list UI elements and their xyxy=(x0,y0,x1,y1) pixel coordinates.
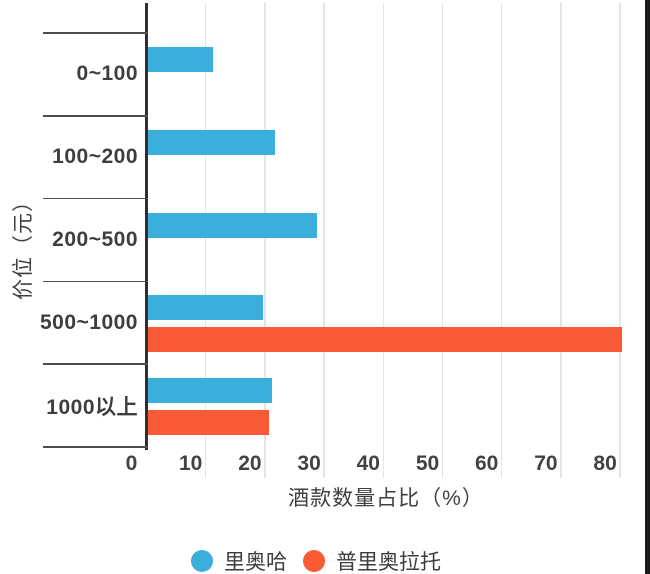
bar-普里奥拉托-1000以上 xyxy=(148,410,270,436)
x-tick-label-50: 50 xyxy=(415,452,440,475)
category-separator xyxy=(43,280,148,283)
x-tick-label-40: 40 xyxy=(356,452,380,475)
legend: 里奥哈 普里奥拉托 xyxy=(0,546,641,574)
category-separator xyxy=(43,115,148,117)
category-label: 100~200 xyxy=(52,145,138,169)
gridline-80 xyxy=(619,3,621,478)
category-label: 0~100 xyxy=(76,62,138,86)
gridline-40 xyxy=(382,3,385,478)
bar-里奥哈-1000以上 xyxy=(148,378,273,404)
bar-里奥哈-100~200 xyxy=(148,129,276,155)
x-tick-label-30: 30 xyxy=(297,452,321,475)
legend-item-普里奥拉托: 普里奥拉托 xyxy=(303,546,441,574)
x-tick-label-80: 80 xyxy=(593,452,617,475)
category-separator xyxy=(43,446,148,448)
gridline-30 xyxy=(323,3,325,478)
legend-label: 里奥哈 xyxy=(224,551,287,574)
category-separator xyxy=(43,32,148,34)
bar-里奥哈-200~500 xyxy=(148,212,317,238)
y-axis-line xyxy=(144,3,148,450)
gridline-10 xyxy=(204,3,207,478)
legend-label: 普里奥拉托 xyxy=(336,551,441,574)
legend-item-里奥哈: 里奥哈 xyxy=(191,546,287,574)
y-axis-title: 价位（元） xyxy=(12,190,35,300)
category-label: 200~500 xyxy=(52,227,138,251)
bar-里奥哈-0~100 xyxy=(148,47,214,72)
category-separator xyxy=(43,197,148,200)
gridline-70 xyxy=(560,3,562,478)
x-tick-label-10: 10 xyxy=(179,452,203,475)
category-label: 500~1000 xyxy=(39,310,138,334)
bar-里奥哈-500~1000 xyxy=(148,295,264,321)
gridline-60 xyxy=(500,3,503,478)
bar-普里奥拉托-500~1000 xyxy=(148,327,622,353)
x-tick-label-0: 0 xyxy=(125,452,138,475)
x-axis-title: 酒款数量占比（%） xyxy=(288,487,484,510)
frame-right-border xyxy=(645,0,650,574)
category-separator xyxy=(43,363,148,365)
x-tick-label-60: 60 xyxy=(475,452,499,475)
x-tick-label-70: 70 xyxy=(534,452,558,475)
x-tick-label-20: 20 xyxy=(238,452,262,475)
gridline-50 xyxy=(441,3,444,478)
category-label: 1000以上 xyxy=(46,395,138,419)
gridline-20 xyxy=(264,3,266,478)
legend-dot-icon xyxy=(303,550,325,572)
legend-dot-icon xyxy=(191,550,213,572)
